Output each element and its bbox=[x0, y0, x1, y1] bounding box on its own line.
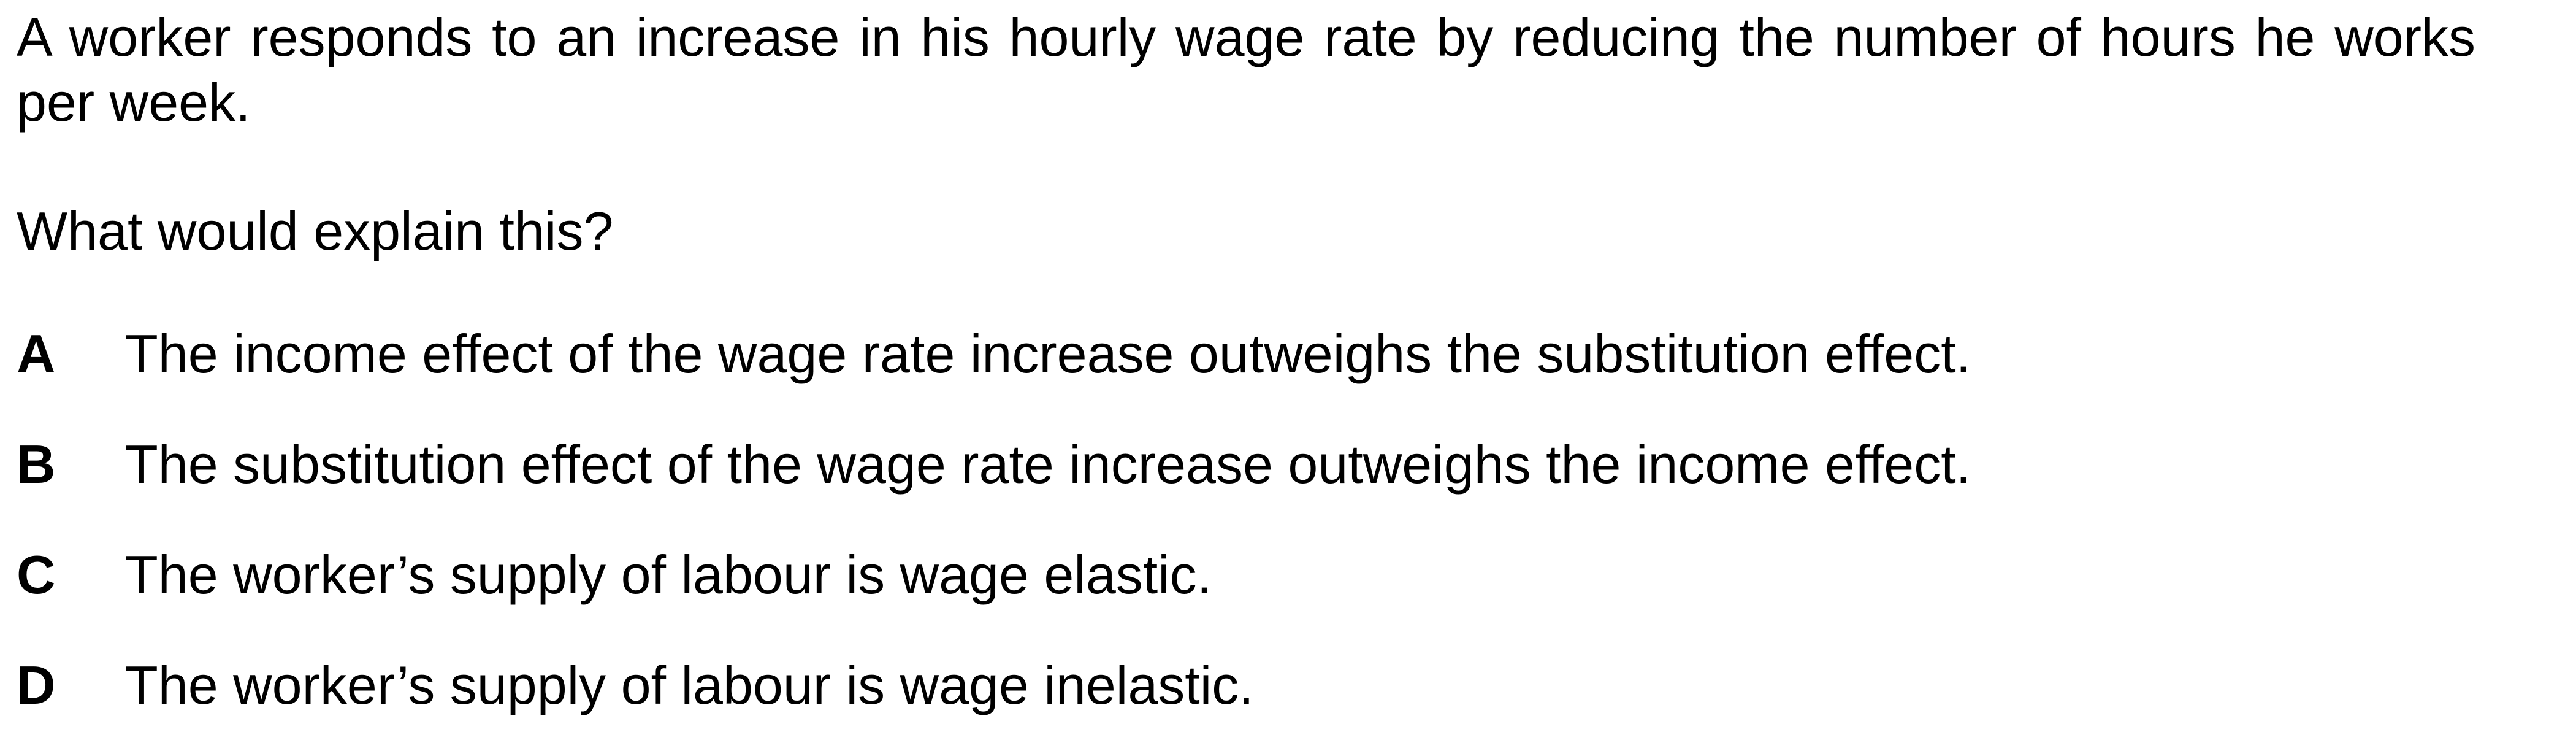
option-text: The worker’s supply of labour is wage el… bbox=[125, 544, 1212, 605]
option-text: The income effect of the wage rate incre… bbox=[125, 323, 1971, 384]
option-letter: B bbox=[17, 434, 56, 495]
option-letter: C bbox=[17, 544, 56, 605]
question-stem: A worker responds to an increase in his … bbox=[17, 7, 2475, 133]
question-prompt: What would explain this? bbox=[17, 201, 614, 261]
option-text: The worker’s supply of labour is wage in… bbox=[125, 655, 1254, 715]
option-text: The substitution effect of the wage rate… bbox=[125, 434, 1971, 495]
option-letter: D bbox=[17, 655, 56, 715]
option-letter: A bbox=[17, 323, 56, 384]
